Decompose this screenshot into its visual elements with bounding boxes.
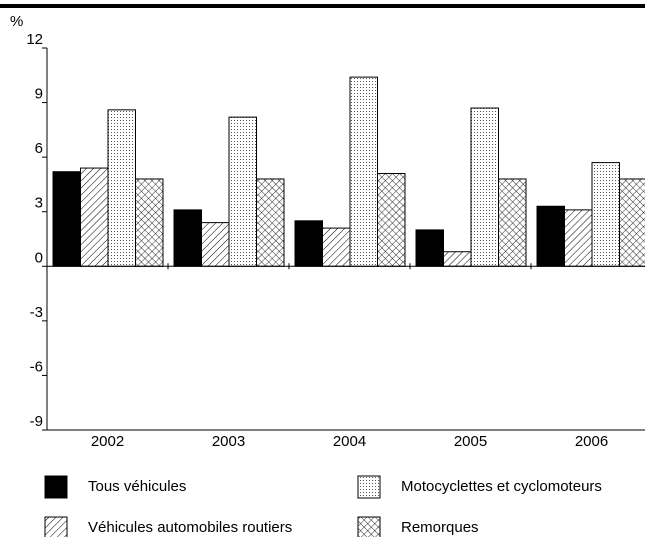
x-tick-label: 2006 [575,433,608,450]
legend-swatch [357,516,381,537]
bar [228,116,257,267]
bar [498,178,527,267]
legend-swatch [357,475,381,499]
y-tick-label: 9 [35,86,43,103]
y-tick-label: 12 [26,31,43,48]
bar [80,167,109,267]
bar [256,178,285,267]
bar [470,107,499,267]
x-tick-label: 2002 [91,433,124,450]
bar [135,178,164,267]
bar [173,209,202,267]
y-tick-label: 6 [35,140,43,157]
bar [201,222,230,267]
x-tick-label: 2004 [333,433,366,450]
x-tick-label: 2005 [454,433,487,450]
bar [322,227,351,267]
legend-swatch [44,475,68,499]
y-tick-label: 0 [35,249,43,266]
bar [591,162,620,267]
legend-swatch [44,516,68,537]
bar [536,205,565,267]
x-tick-label: 2003 [212,433,245,450]
y-tick-label: -9 [30,413,43,430]
legend-label: Véhicules automobiles routiers [88,519,292,536]
bar [443,251,472,267]
bar [619,178,645,267]
y-tick-label: -3 [30,304,43,321]
top-rule [0,4,645,8]
bar [349,76,378,267]
y-tick-label: -6 [30,358,43,375]
y-unit: % [10,13,23,30]
bar [52,171,81,267]
y-tick-label: 3 [35,195,43,212]
legend-label: Tous véhicules [88,478,186,495]
bar [564,209,593,267]
bar [294,220,323,267]
bar [415,229,444,267]
legend-label: Motocyclettes et cyclomoteurs [401,478,602,495]
legend-label: Remorques [401,519,479,536]
bar [377,173,406,267]
bar [107,109,136,267]
